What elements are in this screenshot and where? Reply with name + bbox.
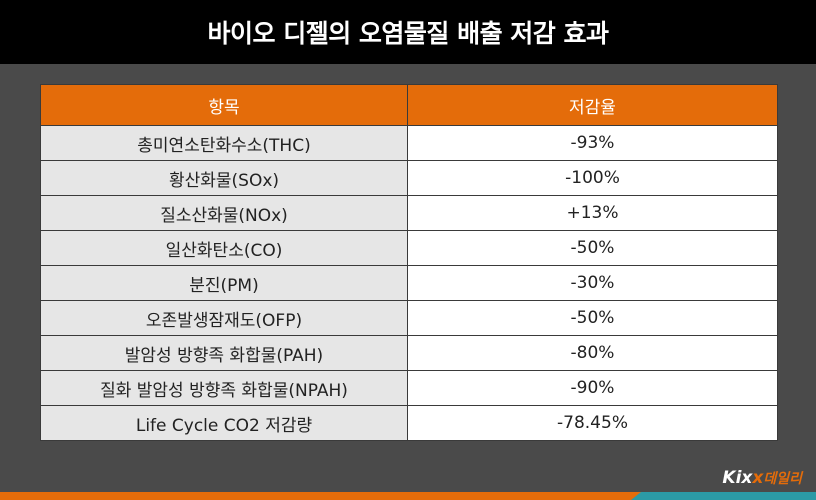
table-row: 질소산화물(NOx) +13% — [40, 195, 778, 231]
item-cell: 황산화물(SOx) — [40, 160, 408, 196]
brand-logo: Kix x 데일리 — [722, 468, 802, 488]
item-cell: 일산화탄소(CO) — [40, 230, 408, 266]
rate-cell: -50% — [407, 300, 778, 336]
table-row: 분진(PM) -30% — [40, 265, 778, 301]
logo-text-daily: 데일리 — [763, 471, 802, 487]
item-cell: Life Cycle CO2 저감량 — [40, 405, 408, 441]
table-row: 오존발생잠재도(OFP) -50% — [40, 300, 778, 336]
rate-cell: +13% — [407, 195, 778, 231]
item-cell: 총미연소탄화수소(THC) — [40, 125, 408, 161]
rate-cell: -100% — [407, 160, 778, 196]
logo-text-x: x — [752, 468, 764, 488]
title-bar: 바이오 디젤의 오염물질 배출 저감 효과 — [0, 0, 816, 64]
item-cell: 분진(PM) — [40, 265, 408, 301]
bottom-accent-bar — [0, 492, 816, 500]
rate-cell: -30% — [407, 265, 778, 301]
item-cell: 질소산화물(NOx) — [40, 195, 408, 231]
rate-cell: -90% — [407, 370, 778, 406]
item-cell: 오존발생잠재도(OFP) — [40, 300, 408, 336]
table-row: 일산화탄소(CO) -50% — [40, 230, 778, 266]
table-row: 황산화물(SOx) -100% — [40, 160, 778, 196]
rate-cell: -93% — [407, 125, 778, 161]
table-row: Life Cycle CO2 저감량 -78.45% — [40, 405, 778, 441]
emission-reduction-table: 항목 저감율 총미연소탄화수소(THC) -93% 황산화물(SOx) -100… — [40, 84, 778, 441]
page-title: 바이오 디젤의 오염물질 배출 저감 효과 — [207, 19, 609, 48]
data-table-container: 항목 저감율 총미연소탄화수소(THC) -93% 황산화물(SOx) -100… — [40, 84, 778, 441]
table-row: 총미연소탄화수소(THC) -93% — [40, 125, 778, 161]
rate-cell: -80% — [407, 335, 778, 371]
table-row: 질화 발암성 방향족 화합물(NPAH) -90% — [40, 370, 778, 406]
item-cell: 질화 발암성 방향족 화합물(NPAH) — [40, 370, 408, 406]
item-cell: 발암성 방향족 화합물(PAH) — [40, 335, 408, 371]
rate-cell: -78.45% — [407, 405, 778, 441]
table-header-row: 항목 저감율 — [40, 84, 778, 126]
logo-text-kix: Kix — [722, 468, 753, 488]
table-row: 발암성 방향족 화합물(PAH) -80% — [40, 335, 778, 371]
column-header-item: 항목 — [40, 84, 408, 126]
bottom-teal-bar — [631, 492, 816, 500]
rate-cell: -50% — [407, 230, 778, 266]
column-header-rate: 저감율 — [407, 84, 778, 126]
